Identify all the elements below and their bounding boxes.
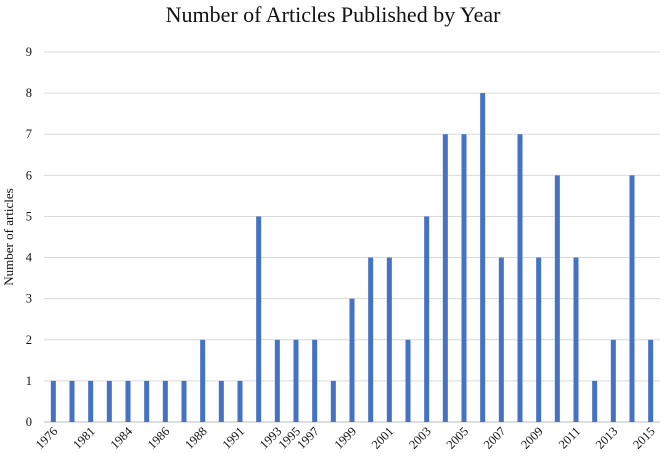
bar-2005 bbox=[461, 134, 467, 422]
y-tick-label: 7 bbox=[26, 127, 32, 141]
bar-1983 bbox=[106, 380, 112, 422]
bar-2002 bbox=[405, 339, 411, 422]
bar-2001 bbox=[386, 257, 392, 422]
bar-1998 bbox=[330, 380, 336, 422]
bar-1976 bbox=[50, 380, 56, 422]
bar-1985 bbox=[144, 380, 150, 422]
x-tick-label: 1991 bbox=[220, 424, 248, 452]
bar-1992 bbox=[256, 216, 262, 422]
bar-2006 bbox=[480, 93, 486, 422]
x-tick-label: 2011 bbox=[556, 424, 583, 451]
y-tick-label: 5 bbox=[26, 209, 32, 223]
bars bbox=[50, 93, 654, 422]
x-tick-label: 2003 bbox=[406, 424, 434, 452]
bar-1984 bbox=[125, 380, 131, 422]
bar-1986 bbox=[162, 380, 168, 422]
x-tick-label: 1976 bbox=[33, 424, 61, 452]
bar-1981 bbox=[88, 380, 94, 422]
bar-1997 bbox=[312, 339, 318, 422]
bar-2014 bbox=[629, 175, 635, 422]
bar-2015 bbox=[648, 339, 654, 422]
bar-1999 bbox=[349, 298, 355, 422]
y-axis-label: Number of articles bbox=[1, 188, 16, 285]
bar-2003 bbox=[424, 216, 430, 422]
y-tick-label: 6 bbox=[26, 168, 32, 182]
x-tick-label: 1984 bbox=[108, 424, 136, 452]
bar-1987 bbox=[181, 380, 187, 422]
bar-2007 bbox=[498, 257, 504, 422]
bar-1991 bbox=[237, 380, 243, 422]
y-tick-label: 1 bbox=[26, 374, 32, 388]
bar-1995 bbox=[293, 339, 299, 422]
x-tick-label: 2013 bbox=[593, 424, 621, 452]
bar-1988 bbox=[200, 339, 206, 422]
bar-2013 bbox=[610, 339, 616, 422]
bar-2010 bbox=[554, 175, 560, 422]
bar-2011 bbox=[573, 257, 579, 422]
x-tick-label: 2005 bbox=[444, 424, 472, 452]
y-axis-ticks: 0 1 2 3 4 5 6 7 8 9 bbox=[26, 45, 33, 429]
chart-title: Number of Articles Published by Year bbox=[166, 2, 502, 27]
bar-2009 bbox=[536, 257, 542, 422]
x-tick-label: 2001 bbox=[369, 424, 397, 452]
y-tick-label: 2 bbox=[26, 333, 32, 347]
y-tick-label: 3 bbox=[26, 292, 32, 306]
x-tick-label: 1997 bbox=[294, 424, 322, 452]
y-tick-label: 4 bbox=[26, 251, 33, 265]
y-tick-label: 9 bbox=[26, 45, 32, 59]
bar-1993 bbox=[274, 339, 280, 422]
x-tick-label: 2007 bbox=[481, 424, 509, 452]
y-tick-label: 8 bbox=[26, 86, 32, 100]
x-tick-label: 1988 bbox=[182, 424, 210, 452]
bar-2000 bbox=[368, 257, 374, 422]
x-tick-label: 2015 bbox=[630, 424, 658, 452]
bar-2008 bbox=[517, 134, 523, 422]
y-tick-label: 0 bbox=[26, 415, 32, 429]
bar-2012 bbox=[592, 380, 598, 422]
x-tick-label: 1999 bbox=[332, 424, 360, 452]
x-tick-label: 1986 bbox=[145, 424, 173, 452]
x-tick-label: 1981 bbox=[70, 424, 98, 452]
bar-1979 bbox=[69, 380, 75, 422]
x-tick-label: 2009 bbox=[518, 424, 546, 452]
bar-1989 bbox=[218, 380, 224, 422]
bar-2004 bbox=[442, 134, 448, 422]
